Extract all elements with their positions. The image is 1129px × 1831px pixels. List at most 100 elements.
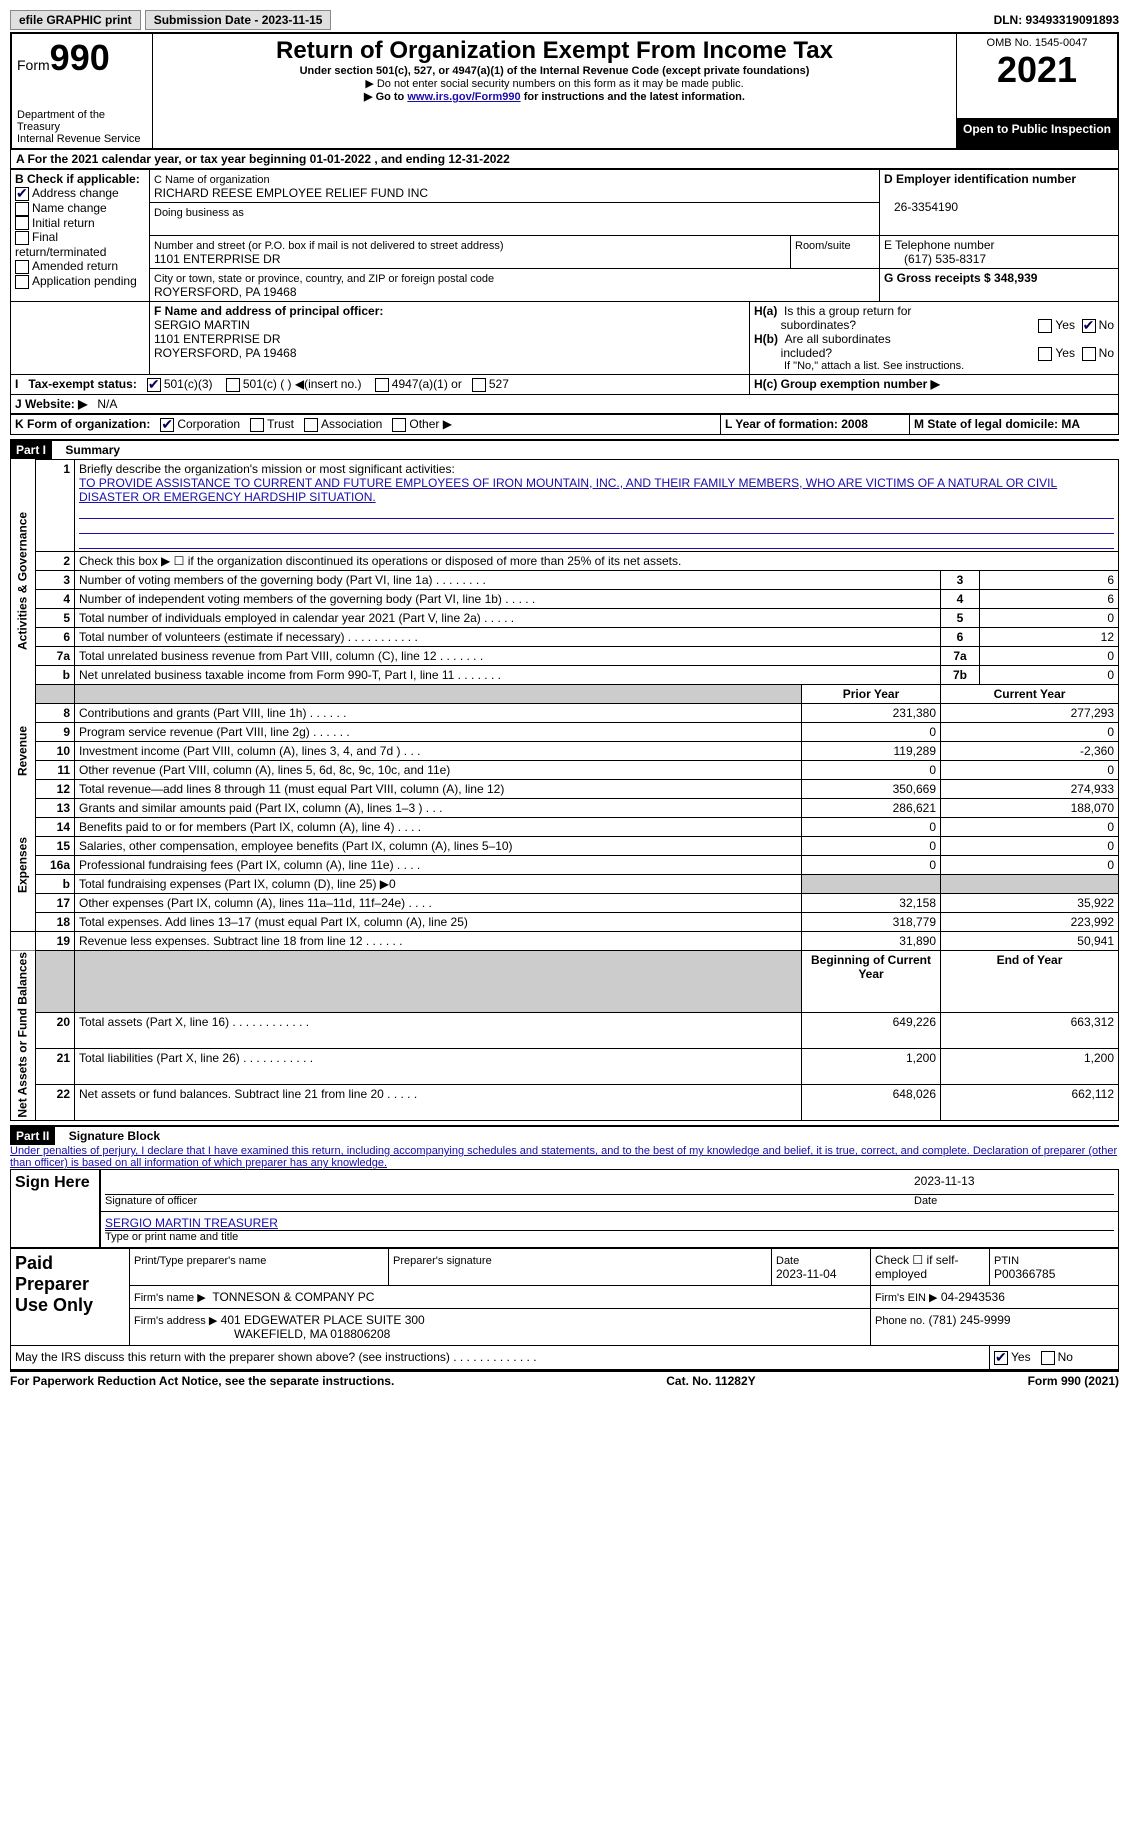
city-label: City or town, state or province, country… [154,273,494,285]
ha-row: H(a) Is this a group return for subordin… [754,304,1114,332]
501c-check [226,378,240,392]
ha-no-check [1082,319,1096,333]
line20-prior: 649,226 [802,1013,941,1049]
form-subtitle: Under section 501(c), 527, or 4947(a)(1)… [158,65,951,77]
klm-row: K Form of organization: Corporation Trus… [10,414,1119,435]
line16a-prior: 0 [802,855,941,874]
page-footer: For Paperwork Reduction Act Notice, see … [10,1370,1119,1388]
submission-button[interactable]: Submission Date - 2023-11-15 [145,10,332,30]
part1-header: Part I Summary [10,439,1119,459]
prep-date-label: Date [776,1255,799,1267]
period-line: A For the 2021 calendar year, or tax yea… [10,150,1119,169]
sig-officer-label: Signature of officer [105,1195,914,1207]
amended-check [15,260,29,274]
line7b-val: 0 [980,665,1119,684]
line11-curr: 0 [941,760,1119,779]
goto-link[interactable]: www.irs.gov/Form990 [407,91,520,103]
paid-prep-label: Paid Preparer Use Only [15,1253,93,1315]
line22-curr: 662,112 [941,1085,1119,1121]
line18-prior: 318,779 [802,912,941,931]
sign-here-label: Sign Here [15,1174,90,1191]
ptin-value: P00366785 [994,1267,1055,1281]
line17-curr: 35,922 [941,893,1119,912]
officer-name: SERGIO MARTIN [154,318,250,332]
firm-addr1: 401 EDGEWATER PLACE SUITE 300 [221,1313,425,1327]
l-label: L Year of formation: 2008 [725,417,868,431]
current-year-label: Current Year [994,687,1066,701]
line4-val: 6 [980,589,1119,608]
tax-year: 2021 [997,49,1077,90]
top-bar: efile GRAPHIC print Submission Date - 20… [10,10,1119,30]
part2-heading: Signature Block [59,1129,160,1143]
line8-prior: 231,380 [802,703,941,722]
line19-curr: 50,941 [941,931,1119,950]
line14-text: Benefits paid to or for members (Part IX… [75,817,802,836]
pra-notice: For Paperwork Reduction Act Notice, see … [10,1374,394,1388]
open-public-label: Open to Public Inspection [957,119,1119,149]
discuss-no-check [1041,1351,1055,1365]
initial-check [15,216,29,230]
penalty-text: Under penalties of perjury, I declare th… [10,1145,1119,1169]
goto-suffix: for instructions and the latest informat… [521,91,745,103]
hb-note: If "No," attach a list. See instructions… [754,360,1114,372]
prep-sig-label: Preparer's signature [393,1255,492,1267]
line16a-text: Professional fundraising fees (Part IX, … [75,855,802,874]
line18-text: Total expenses. Add lines 13–17 (must eq… [75,912,802,931]
firm-phone-label: Phone no. [875,1315,925,1327]
prep-name-label: Print/Type preparer's name [134,1255,266,1267]
line7a-text: Total unrelated business revenue from Pa… [75,646,941,665]
part2-title: Part II [10,1127,55,1145]
corp-check [160,418,174,432]
line6-text: Total number of volunteers (estimate if … [75,627,941,646]
line12-prior: 350,669 [802,779,941,798]
phone-label: E Telephone number [884,238,995,252]
ein-label: D Employer identification number [884,172,1076,186]
dept-label: Department of the Treasury Internal Reve… [17,109,147,145]
form-title: Return of Organization Exempt From Incom… [158,37,951,65]
phone-value: (617) 535-8317 [884,252,986,266]
mission-text: TO PROVIDE ASSISTANCE TO CURRENT AND FUT… [79,476,1057,504]
trust-check [250,418,264,432]
line20-curr: 663,312 [941,1013,1119,1049]
line9-prior: 0 [802,722,941,741]
room-label: Room/suite [795,240,851,252]
sig-date-value: 2023-11-13 [914,1174,1114,1194]
discuss-text: May the IRS discuss this return with the… [11,1346,990,1370]
part1-heading: Summary [55,443,120,457]
line15-prior: 0 [802,836,941,855]
efile-button[interactable]: efile GRAPHIC print [10,10,141,30]
firm-ein-value: 04-2943536 [941,1290,1005,1304]
type-name-label: Type or print name and title [105,1231,1114,1243]
preparer-table: Paid Preparer Use Only Print/Type prepar… [10,1248,1119,1370]
line8-text: Contributions and grants (Part VIII, lin… [75,703,802,722]
line19-prior: 31,890 [802,931,941,950]
dln-label: DLN: 93493319091893 [994,13,1119,27]
firm-addr-label: Firm's address ▶ [134,1315,217,1327]
line14-curr: 0 [941,817,1119,836]
vlabel-expenses: Expenses [11,798,36,931]
officer-name-title: SERGIO MARTIN TREASURER [105,1216,1114,1231]
street-label: Number and street (or P.O. box if mail i… [154,240,504,252]
part2-header: Part II Signature Block [10,1125,1119,1145]
k-label: K Form of organization: [15,417,150,431]
line14-prior: 0 [802,817,941,836]
line22-prior: 648,026 [802,1085,941,1121]
line21-text: Total liabilities (Part X, line 26) . . … [75,1049,802,1085]
line11-text: Other revenue (Part VIII, column (A), li… [75,760,802,779]
form-number: 990 [50,37,110,78]
line13-text: Grants and similar amounts paid (Part IX… [75,798,802,817]
line15-curr: 0 [941,836,1119,855]
line21-prior: 1,200 [802,1049,941,1085]
line9-text: Program service revenue (Part VIII, line… [75,722,802,741]
line12-curr: 274,933 [941,779,1119,798]
goto-prefix: ▶ Go to [364,91,407,103]
final-check [15,231,29,245]
officer-street: 1101 ENTERPRISE DR [154,332,281,346]
line7a-val: 0 [980,646,1119,665]
name-change-check [15,202,29,216]
line19-text: Revenue less expenses. Subtract line 18 … [75,931,802,950]
mission-label: Briefly describe the organization's miss… [79,462,455,476]
initial-label: Initial return [32,216,95,230]
line3-text: Number of voting members of the governin… [75,570,941,589]
firm-name-label: Firm's name ▶ [134,1292,206,1304]
